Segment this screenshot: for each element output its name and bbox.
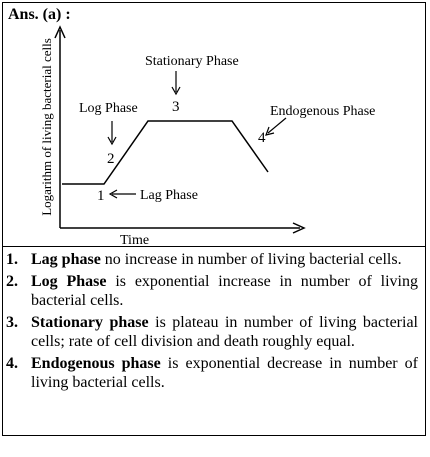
y-axis-arrowhead <box>54 25 66 39</box>
item-text: no increase in number of living bacteria… <box>100 251 402 268</box>
marker-4: 4 <box>258 130 266 146</box>
marker-3: 3 <box>172 99 180 115</box>
lag-phase-arrowhead <box>108 189 118 199</box>
log-phase-label: Log Phase <box>79 101 138 116</box>
list-item: 4. Endogenous phase is exponential decrea… <box>0 354 424 392</box>
stationary-phase-label: Stationary Phase <box>145 54 239 69</box>
item-text: is plateau in number of living bacterial… <box>31 314 419 350</box>
phase-description-list: 1. Lag phase no increase in number of liv… <box>0 250 424 395</box>
item-term: Stationary phase <box>31 314 149 331</box>
x-axis-arrowhead <box>292 222 306 234</box>
item-term: Log Phase <box>31 273 107 290</box>
log-phase-arrowhead <box>107 136 117 146</box>
list-item: 2. Log Phase is exponential increase in n… <box>0 272 424 310</box>
growth-curve-diagram: Logarithm of living bacterial cells Time… <box>39 25 375 247</box>
item-term: Endogenous phase <box>31 355 161 372</box>
answer-frame <box>2 2 426 436</box>
lag-phase-label: Lag Phase <box>140 188 198 203</box>
x-axis-label: Time <box>120 233 149 247</box>
y-axis-label: Logarithm of living bacterial cells <box>39 38 54 216</box>
item-number: 3. <box>6 314 18 331</box>
item-text: is exponential decrease in number of liv… <box>31 355 419 391</box>
answer-label: Ans. (a) : <box>8 6 71 23</box>
marker-1: 1 <box>97 188 105 204</box>
list-item: 3. Stationary phase is plateau in number … <box>0 313 424 351</box>
marker-2: 2 <box>107 151 115 167</box>
endogenous-phase-arrowhead <box>265 126 275 136</box>
item-term: Lag phase <box>31 251 101 268</box>
item-text: is exponential increase in number of liv… <box>31 273 418 309</box>
endogenous-phase-arrow <box>267 117 287 134</box>
list-item: 1. Lag phase no increase in number of liv… <box>0 250 424 269</box>
stationary-phase-arrowhead <box>171 86 181 96</box>
growth-curve <box>62 120 269 185</box>
item-number: 4. <box>6 355 18 372</box>
item-number: 2. <box>6 273 18 290</box>
section-divider <box>2 246 426 247</box>
item-number: 1. <box>6 251 18 268</box>
endogenous-phase-label: Endogenous Phase <box>270 104 375 119</box>
